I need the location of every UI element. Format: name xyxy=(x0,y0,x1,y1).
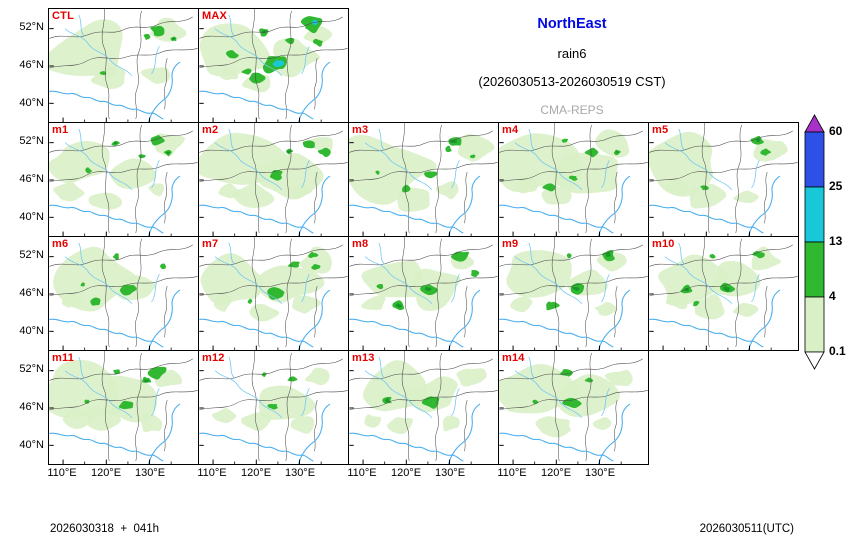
map-panel-m6: m6 xyxy=(48,236,199,351)
x-tick-label: 130°E xyxy=(434,467,466,479)
valid-time-block: 2026030511(UTC) 2026030519(CST) xyxy=(699,494,794,541)
x-tick-label: 110°E xyxy=(347,467,377,479)
colorbar-segment xyxy=(804,186,825,243)
y-tick-label: 46°N xyxy=(19,173,44,185)
map-panel-m1: m1 xyxy=(48,122,199,237)
map-panel-m2: m2 xyxy=(198,122,349,237)
y-tick-label: 40°N xyxy=(19,211,44,223)
panel-label: m10 xyxy=(652,238,675,250)
map-panel-m5: m5 xyxy=(648,122,799,237)
x-tick-label: 110°E xyxy=(47,467,77,479)
colorbar-segment xyxy=(804,241,825,298)
colorbar-segment xyxy=(804,131,825,188)
y-tick-label: 40°N xyxy=(19,439,44,451)
init-time-line1: 2026030318 + 041h xyxy=(50,523,160,535)
y-tick-label: 40°N xyxy=(19,97,44,109)
map-panel-max: MAX xyxy=(198,8,349,123)
x-tick-label: 130°E xyxy=(284,467,316,479)
map-canvas xyxy=(349,237,498,350)
map-canvas xyxy=(349,123,498,236)
map-canvas xyxy=(649,237,798,350)
map-panel-m14: m14 xyxy=(498,350,649,465)
y-tick-label: 52°N xyxy=(19,249,44,261)
init-time-block: 2026030318 + 041h 2026030402 + 041h xyxy=(50,494,159,541)
colorbar-tick-label: 0.1 xyxy=(829,344,846,358)
panel-label: m4 xyxy=(502,124,519,136)
map-canvas xyxy=(49,237,198,350)
map-canvas xyxy=(499,123,648,236)
panel-label: m3 xyxy=(352,124,369,136)
model-title: CMA-REPS xyxy=(540,103,604,117)
map-panel-ctl: CTL xyxy=(48,8,199,123)
x-tick-label: 120°E xyxy=(240,467,272,479)
panel-label: m13 xyxy=(352,352,375,364)
panel-label: m8 xyxy=(352,238,369,250)
panel-label: m1 xyxy=(52,124,69,136)
colorbar-tick-label: 60 xyxy=(829,124,843,138)
x-tick-label: 110°E xyxy=(197,467,227,479)
panel-label: m7 xyxy=(202,238,219,250)
region-title: NorthEast xyxy=(537,16,607,32)
map-canvas xyxy=(199,237,348,350)
map-canvas xyxy=(499,351,648,464)
panel-label: m11 xyxy=(52,352,75,364)
map-panel-m4: m4 xyxy=(498,122,649,237)
map-panel-m7: m7 xyxy=(198,236,349,351)
y-tick-label: 46°N xyxy=(19,401,44,413)
map-canvas xyxy=(49,9,198,122)
y-tick-label: 52°N xyxy=(19,135,44,147)
map-canvas xyxy=(49,123,198,236)
colorbar-tick-label: 4 xyxy=(829,289,836,303)
map-panel-m8: m8 xyxy=(348,236,499,351)
x-tick-label: 110°E xyxy=(497,467,527,479)
colorbar-tick-label: 25 xyxy=(829,179,843,193)
x-tick-label: 120°E xyxy=(90,467,122,479)
title-block: NorthEast rain6 (2026030513-2026030519 C… xyxy=(352,8,792,117)
panel-label: m2 xyxy=(202,124,219,136)
map-panel-m13: m13 xyxy=(348,350,499,465)
map-panel-m10: m10 xyxy=(648,236,799,351)
map-canvas xyxy=(199,351,348,464)
x-tick-label: 120°E xyxy=(540,467,572,479)
y-tick-label: 40°N xyxy=(19,325,44,337)
panel-label: MAX xyxy=(202,10,228,22)
map-canvas xyxy=(649,123,798,236)
panel-label: m9 xyxy=(502,238,519,250)
y-tick-label: 46°N xyxy=(19,59,44,71)
y-tick-label: 46°N xyxy=(19,287,44,299)
map-canvas xyxy=(499,237,648,350)
valid-time-utc: 2026030511(UTC) xyxy=(699,523,794,535)
y-tick-label: 52°N xyxy=(19,21,44,33)
x-tick-label: 130°E xyxy=(134,467,166,479)
panel-label: m5 xyxy=(652,124,669,136)
colorbar-segment xyxy=(804,296,825,353)
panel-label: m14 xyxy=(502,352,525,364)
map-canvas xyxy=(199,9,348,122)
map-panel-m11: m11 xyxy=(48,350,199,465)
variable-title: rain6 xyxy=(557,46,587,61)
period-title: (2026030513-2026030519 CST) xyxy=(478,74,666,89)
panel-label: m6 xyxy=(52,238,69,250)
map-panel-m3: m3 xyxy=(348,122,499,237)
y-tick-label: 52°N xyxy=(19,363,44,375)
colorbar-canvas xyxy=(804,114,825,370)
panel-label: m12 xyxy=(202,352,225,364)
x-tick-label: 120°E xyxy=(390,467,422,479)
map-canvas xyxy=(199,123,348,236)
colorbar xyxy=(804,114,826,370)
colorbar-tick-label: 13 xyxy=(829,234,843,248)
map-panel-m9: m9 xyxy=(498,236,649,351)
map-panel-m12: m12 xyxy=(198,350,349,465)
x-tick-label: 130°E xyxy=(584,467,616,479)
panel-label: CTL xyxy=(52,10,74,22)
map-canvas xyxy=(349,351,498,464)
map-canvas xyxy=(49,351,198,464)
